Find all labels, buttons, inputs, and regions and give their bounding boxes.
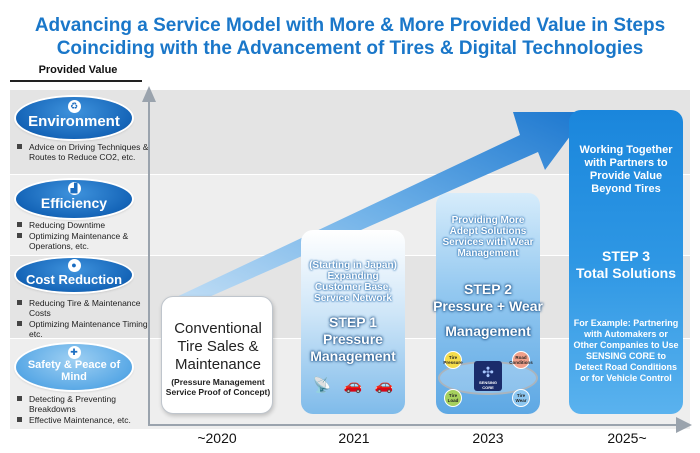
list-item: Detecting & Preventing Breakdowns	[16, 394, 156, 414]
category-efficiency: ▟ Efficiency	[16, 180, 132, 218]
growth-arrow-shape	[170, 112, 588, 312]
x-axis-arrowhead	[676, 417, 692, 433]
sensing-core-label: SENSING CORE	[478, 380, 497, 390]
year-label-2023: 2023	[472, 430, 504, 446]
list-item: Advice on Driving Techniques & Routes to…	[16, 142, 156, 162]
category-label: Environment	[28, 113, 120, 130]
list-item: Reducing Downtime	[16, 220, 156, 230]
provided-value-divider	[10, 80, 142, 82]
list-item: Optimizing Maintenance Timing, etc.	[16, 319, 156, 339]
leaf-icon: ♻	[67, 100, 81, 113]
step-1-label: STEP 1	[329, 314, 377, 330]
step-1-icons: 📡 🚗 🚗	[301, 376, 405, 394]
car-icon: 🚗	[343, 377, 363, 394]
step-3-intro: Working Together with Partners to Provid…	[579, 144, 673, 195]
title-line-2: Coinciding with the Advancement of Tires…	[56, 38, 644, 59]
step-2-box: Providing More Adept Solutions Services …	[433, 193, 543, 414]
title-line-1: Advancing a Service Model with More & Mo…	[34, 15, 666, 36]
node-tire-pressure: Tire Pressure	[443, 351, 463, 369]
list-item: Optimizing Maintenance & Operations, etc…	[16, 231, 156, 251]
step-3-label: STEP 3	[602, 248, 650, 264]
environment-bullets: Advice on Driving Techniques & Routes to…	[16, 142, 156, 163]
year-label-2025: 2025~	[607, 430, 647, 446]
step-2-name: Pressure + Wear	[433, 298, 543, 314]
category-cost-reduction: ● Cost Reduction	[16, 258, 132, 292]
cost-reduction-bullets: Reducing Tire & Maintenance Costs Optimi…	[16, 298, 156, 340]
node-tire-load: Tire Load	[444, 389, 462, 407]
step-1-box: (Starting in Japan) Expanding Customer B…	[301, 230, 405, 414]
chart-icon: ▟	[67, 182, 81, 195]
year-label-2020: ~2020	[197, 430, 237, 446]
sensing-core-logo: ✣ SENSING CORE	[474, 361, 502, 391]
step-1-intro: (Starting in Japan) Expanding Customer B…	[309, 260, 397, 304]
step-3-name: Total Solutions	[575, 265, 677, 281]
cross-icon: ✚	[67, 346, 81, 359]
step-2-intro: Providing More Adept Solutions Services …	[442, 215, 534, 259]
y-axis	[148, 100, 150, 425]
step-3-box: Working Together with Partners to Provid…	[569, 110, 683, 414]
page-title: Advancing a Service Model with More & Mo…	[0, 14, 700, 60]
step-2-label: STEP 2	[464, 281, 512, 297]
signal-tower-icon: 📡	[312, 377, 332, 394]
coin-icon: ●	[67, 259, 81, 272]
step-3-heading: STEP 3 Total Solutions	[569, 248, 683, 282]
car-icon: 🚗	[374, 377, 394, 394]
step-2-name-2: Management	[445, 323, 531, 339]
efficiency-bullets: Reducing Downtime Optimizing Maintenance…	[16, 220, 156, 252]
category-environment: ♻ Environment	[16, 97, 132, 139]
list-item: Reducing Tire & Maintenance Costs	[16, 298, 156, 318]
safety-bullets: Detecting & Preventing Breakdowns Effect…	[16, 394, 156, 426]
sensing-core-icon: ✣	[482, 364, 494, 380]
node-tire-wear: Tire Wear	[512, 389, 530, 407]
category-safety: ✚ Safety & Peace of Mind	[16, 344, 132, 390]
step-conventional-box: Conventional Tire Sales & Maintenance (P…	[161, 296, 273, 414]
node-road-conditions: Road Conditions	[509, 351, 533, 369]
step-3-body: For Example: Partnering with Automakers …	[573, 318, 679, 383]
y-axis-arrowhead	[142, 86, 156, 102]
category-label: Safety & Peace of Mind	[27, 359, 121, 383]
conventional-title: Conventional Tire Sales & Maintenance	[174, 320, 262, 373]
list-item: Effective Maintenance, etc.	[16, 415, 156, 425]
category-label: Cost Reduction	[25, 272, 123, 287]
step-1-heading: STEP 1 Pressure Management	[301, 314, 405, 365]
step-1-name: Pressure Management	[310, 331, 396, 364]
step-2-heading: STEP 2 Pressure + Wear Management	[432, 281, 544, 340]
year-label-2021: 2021	[338, 430, 370, 446]
provided-value-label: Provided Value	[38, 64, 118, 76]
category-label: Efficiency	[40, 195, 108, 211]
x-axis	[148, 424, 678, 426]
conventional-subtitle: (Pressure Management Service Proof of Co…	[165, 377, 271, 397]
